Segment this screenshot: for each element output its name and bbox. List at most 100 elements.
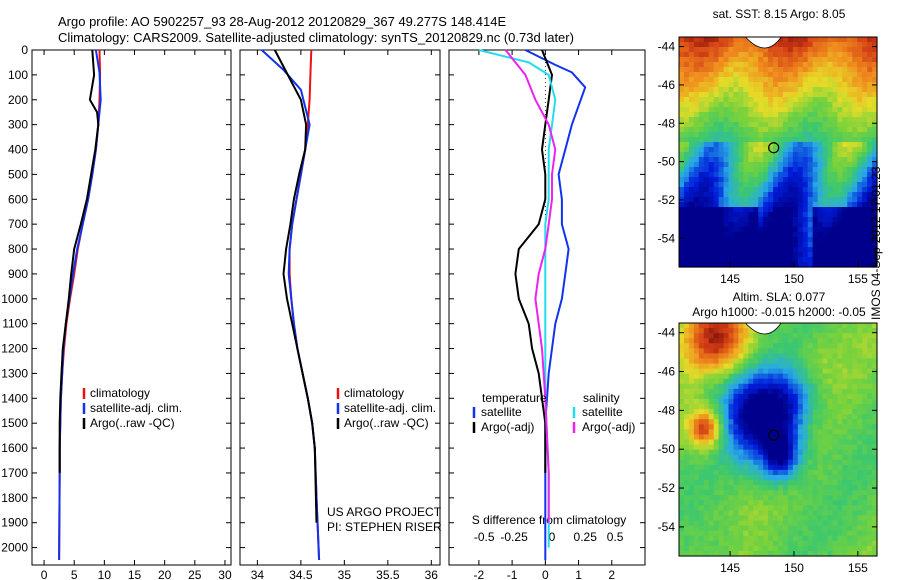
map-cell [753,107,759,113]
map-cell [842,117,848,123]
map-cell [758,87,764,93]
y-tick-label: 1000 [1,292,28,306]
map-cell [847,353,853,360]
map-cell [753,398,759,405]
map-cell [872,182,878,188]
map-cell [748,348,754,354]
map-cell [698,52,705,58]
map-cell [733,212,739,218]
map-cell [787,530,794,537]
map-cell [862,207,868,213]
map-cell [753,474,759,481]
map-cell [842,363,848,370]
map-cell [738,82,744,88]
map-cell [797,409,804,415]
map-cell [787,540,794,547]
map-cell [748,525,754,532]
map-cell [822,363,829,370]
map-cell [782,172,789,178]
map-cell [862,434,868,441]
map-cell [797,535,804,542]
map-cell [787,142,794,148]
map-cell [708,247,715,253]
map-cell [763,550,769,557]
map-cell [792,147,799,153]
map-cell [728,187,735,193]
map-cell [763,232,769,238]
map-cell [703,72,710,78]
map-cell [703,328,710,334]
map-cell [787,132,794,138]
map-cell [768,429,774,436]
map-cell [812,182,819,188]
map-cell [748,132,754,138]
map-cell [708,97,715,103]
map-cell [708,197,715,203]
map-cell [862,97,868,103]
map-cell [738,439,744,446]
map-cell [872,52,878,58]
map-cell [679,338,685,344]
map-cell [748,444,754,451]
map-cell [872,343,878,349]
map-cell [683,358,690,365]
map-cell [778,540,784,547]
map-cell [708,353,715,360]
map-cell [847,82,853,88]
map-cell [708,343,715,349]
map-cell [847,187,853,193]
map-cell [807,368,814,375]
map-cell [837,414,843,420]
map-cell [688,419,695,425]
map-cell [852,232,858,238]
map-cell [787,167,794,173]
map-y-tick-label: -44 [658,326,676,340]
map-cell [738,67,744,73]
map-cell [679,414,685,420]
map-cell [782,157,789,163]
map-cell [812,232,819,238]
map-cell [832,127,838,133]
map-cell [812,157,819,163]
map-cell [867,162,873,168]
map-cell [822,247,829,253]
map-cell [733,404,739,410]
map-cell [733,72,739,78]
map-cell [708,62,715,68]
map-cell [728,343,735,349]
map-cell [679,454,685,461]
map-cell [817,429,824,436]
map-cell [728,52,735,58]
map-cell [867,485,873,491]
map-cell [693,485,700,491]
map-cell [797,112,804,118]
map-cell [698,42,705,48]
map-cell [693,192,700,198]
map-cell [763,212,769,218]
map-cell [807,393,814,400]
map-cell [773,207,779,213]
map-cell [728,112,735,118]
map-cell [872,177,878,183]
map-cell [703,474,710,481]
map-cell [713,197,720,203]
map-cell [842,197,848,203]
map-cell [758,510,764,517]
map-cell [797,127,804,133]
map-cell [837,207,843,213]
map-cell [827,545,834,552]
map-cell [778,333,784,339]
map-cell [837,530,843,537]
map-cell [778,247,784,253]
map-cell [802,77,809,83]
map-cell [723,368,730,375]
map-cell [733,409,739,415]
map-cell [679,122,685,128]
map-cell [698,222,705,228]
map-cell [753,157,759,163]
map-cell [688,535,695,542]
map-cell [852,343,858,349]
map-cell [792,434,799,441]
map-cell [753,67,759,73]
map-cell [703,419,710,425]
